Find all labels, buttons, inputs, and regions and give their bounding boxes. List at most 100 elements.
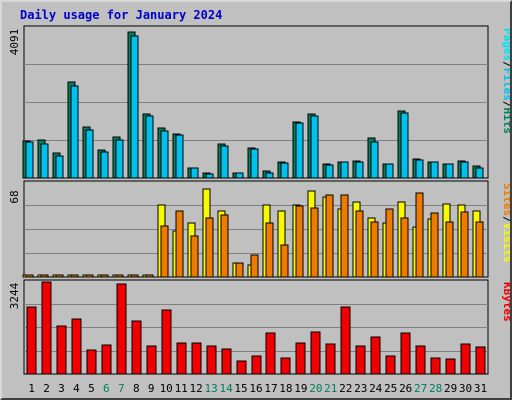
bar-kbytes-day-21 [325, 343, 336, 375]
bar-sites-day-9 [145, 274, 154, 278]
bar-kbytes-day-11 [176, 342, 187, 375]
bar-files-day-7 [115, 139, 124, 179]
bar-kbytes-day-7 [116, 283, 127, 375]
bar-kbytes-day-8 [131, 320, 142, 375]
bar-files-day-5 [85, 129, 94, 179]
bar-sites-day-30 [460, 211, 469, 278]
bar-sites-day-27 [415, 192, 424, 278]
bar-kbytes-day-26 [400, 332, 411, 375]
bar-kbytes-day-22 [340, 306, 351, 375]
x-axis-label-day-30: 30 [459, 382, 472, 395]
x-axis-label-day-8: 8 [133, 382, 140, 395]
x-axis-label-day-15: 15 [234, 382, 247, 395]
bar-kbytes-day-12 [191, 342, 202, 375]
x-axis-label-day-3: 3 [58, 382, 65, 395]
bar-files-day-6 [100, 151, 109, 179]
bar-sites-day-3 [55, 274, 64, 278]
bar-files-day-9 [145, 115, 154, 179]
bar-kbytes-day-4 [71, 318, 82, 375]
bar-sites-day-25 [385, 208, 394, 278]
x-axis-label-day-31: 31 [474, 382, 487, 395]
bar-sites-day-11 [175, 210, 184, 278]
bar-files-day-25 [385, 163, 394, 179]
legend-separator: / [501, 216, 510, 223]
bar-files-day-17 [265, 172, 274, 179]
legend-separator: / [501, 61, 510, 68]
bar-files-day-16 [250, 148, 259, 179]
bar-files-day-8 [130, 35, 139, 179]
bar-files-day-15 [235, 172, 244, 179]
bar-files-day-28 [430, 161, 439, 179]
legend-hits: Hits [501, 108, 510, 135]
bar-sites-day-29 [445, 221, 454, 278]
y-max-label-panel-1: 4091 [8, 29, 21, 56]
bar-sites-day-6 [100, 274, 109, 278]
bar-sites-day-28 [430, 212, 439, 278]
bar-sites-day-15 [235, 262, 244, 278]
x-axis-label-day-18: 18 [279, 382, 292, 395]
x-axis-label-day-13: 13 [204, 382, 217, 395]
bar-sites-day-12 [190, 235, 199, 278]
bar-kbytes-day-15 [236, 360, 247, 375]
bar-kbytes-day-1 [26, 306, 37, 375]
bar-kbytes-day-20 [310, 331, 321, 375]
x-axis-label-day-25: 25 [384, 382, 397, 395]
x-axis-label-day-6: 6 [103, 382, 110, 395]
x-axis-label-day-21: 21 [324, 382, 337, 395]
bar-kbytes-day-3 [56, 325, 67, 375]
x-axis-label-day-7: 7 [118, 382, 125, 395]
bar-files-day-3 [55, 155, 64, 179]
legend-panel-2: Sites/Visits [501, 183, 510, 263]
bar-kbytes-day-24 [370, 336, 381, 375]
bar-sites-day-8 [130, 274, 139, 278]
bar-files-day-24 [370, 141, 379, 179]
bar-kbytes-day-6 [101, 344, 112, 375]
y-max-label-panel-3: 3244 [8, 282, 21, 309]
x-axis-label-day-14: 14 [219, 382, 233, 395]
bar-files-day-27 [415, 159, 424, 179]
bar-kbytes-day-30 [460, 343, 471, 375]
legend-panel-3: KBytes [501, 282, 510, 322]
bar-sites-day-18 [280, 244, 289, 278]
bar-files-day-1 [25, 141, 34, 179]
x-axis-label-day-27: 27 [414, 382, 427, 395]
bar-files-day-30 [460, 161, 469, 179]
bar-kbytes-day-13 [206, 345, 217, 375]
chart-title: Daily usage for January 2024 [20, 8, 223, 22]
bar-sites-day-21 [325, 194, 334, 278]
legend-files: Files [501, 68, 510, 101]
bar-files-day-20 [310, 115, 319, 179]
bar-sites-day-5 [85, 274, 94, 278]
bar-files-day-22 [340, 161, 349, 179]
x-axis-label-day-16: 16 [249, 382, 262, 395]
bar-kbytes-day-17 [265, 332, 276, 375]
x-axis-label-day-12: 12 [189, 382, 202, 395]
bar-kbytes-day-28 [430, 357, 441, 375]
bar-kbytes-day-31 [475, 346, 486, 375]
x-axis-label-day-5: 5 [88, 382, 95, 395]
x-axis-label-day-2: 2 [43, 382, 50, 395]
bar-files-day-12 [190, 167, 199, 179]
x-axis-label-day-23: 23 [354, 382, 367, 395]
legend-panel-1: Pages/Files/Hits [501, 28, 510, 134]
x-axis-label-day-1: 1 [28, 382, 35, 395]
x-axis-label-day-29: 29 [444, 382, 457, 395]
bar-kbytes-day-14 [221, 348, 232, 375]
bar-sites-day-20 [310, 207, 319, 278]
bar-sites-day-22 [340, 194, 349, 278]
legend-pages: Pages [501, 28, 510, 61]
bar-files-day-11 [175, 134, 184, 179]
bar-files-day-26 [400, 112, 409, 179]
bar-kbytes-day-5 [86, 349, 97, 375]
bar-files-day-19 [295, 122, 304, 179]
x-axis-label-day-20: 20 [309, 382, 322, 395]
bar-files-day-18 [280, 162, 289, 179]
bar-kbytes-day-10 [161, 309, 172, 375]
bar-sites-day-7 [115, 274, 124, 278]
bar-kbytes-day-19 [295, 342, 306, 375]
bar-files-day-10 [160, 130, 169, 179]
x-axis-label-day-9: 9 [148, 382, 155, 395]
x-axis-label-day-10: 10 [160, 382, 173, 395]
bar-files-day-14 [220, 145, 229, 179]
